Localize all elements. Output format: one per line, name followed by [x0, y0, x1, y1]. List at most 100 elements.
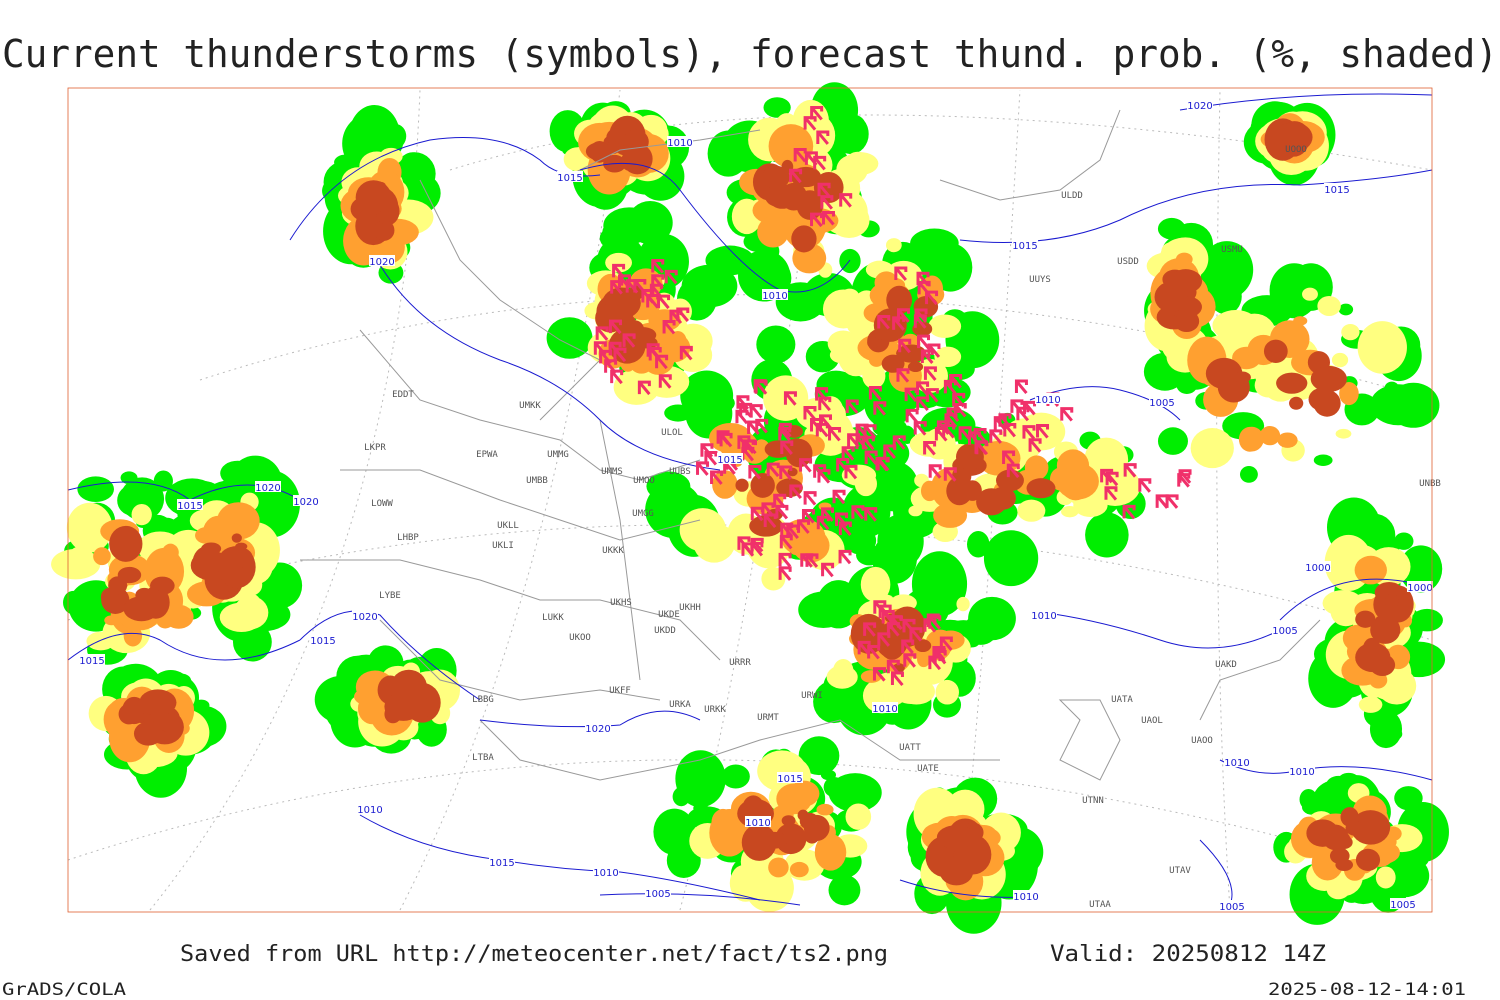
shade-cell [1263, 339, 1288, 364]
storm-symbol [1022, 425, 1036, 440]
storm-symbol [886, 622, 900, 637]
station-label: ULDD [1061, 191, 1083, 201]
shade-cell [627, 201, 673, 245]
isobar-label: 1010 [872, 704, 897, 715]
isobar-label-bg [717, 453, 743, 464]
storm-symbol [828, 426, 842, 442]
storm-symbol [778, 566, 792, 581]
isobar-label-bg [177, 499, 203, 510]
station-label: LTBA [472, 753, 494, 763]
shade-cell [1270, 132, 1302, 159]
isobar-label: 1005 [645, 889, 670, 900]
shade-cell [742, 795, 765, 820]
station-label: UMOO [633, 476, 655, 486]
storm-symbol [617, 274, 631, 289]
shade-cell [907, 361, 924, 373]
storm-symbol [868, 386, 882, 401]
storm-symbol [816, 130, 830, 145]
isobar-label-bg [357, 803, 383, 814]
shade-cell [862, 363, 886, 389]
storm-symbol [1178, 469, 1192, 484]
map-frame [67, 87, 1433, 913]
isobar-label: 1005 [1272, 626, 1297, 637]
isobar-label-bg [1187, 99, 1213, 110]
shade-cell [1026, 478, 1056, 499]
shade-cell [768, 857, 789, 878]
shade-cell [1339, 381, 1359, 406]
isobar-label-bg [369, 255, 395, 266]
storm-symbol [820, 195, 834, 210]
shade-cell [989, 486, 1016, 510]
isobar-label-bg [79, 654, 105, 665]
storm-symbol [886, 659, 900, 675]
shade-cell [201, 542, 222, 555]
station-label: UOOO [1285, 145, 1307, 155]
shade-cell [378, 209, 391, 224]
storm-symbol [928, 615, 942, 630]
shade-cell [789, 861, 809, 878]
storm-symbol [780, 440, 794, 455]
shade-cell [757, 216, 789, 248]
shade-cell [845, 803, 872, 830]
storm-symbol [925, 388, 939, 403]
station-label: UMGG [632, 509, 654, 519]
shade-cell [681, 264, 738, 308]
isobar-label-bg [762, 289, 788, 300]
storm-symbol [863, 424, 877, 439]
isobar-label: 1010 [667, 138, 692, 149]
storm-symbol [716, 430, 730, 445]
shade-cell [963, 614, 998, 645]
storm-symbol [896, 368, 910, 383]
shade-cell [1355, 610, 1376, 628]
isobar [299, 610, 481, 701]
shade-cell [1259, 426, 1281, 446]
border [599, 419, 641, 681]
shade-cell [711, 808, 735, 836]
shade-cell [1335, 428, 1352, 439]
station-label: URKA [669, 700, 691, 710]
storm-symbol [894, 266, 908, 281]
station-label: EPWA [476, 450, 498, 460]
storm-symbol [613, 347, 627, 363]
station-label: LKPR [364, 443, 386, 453]
station-label: UAOO [1191, 736, 1213, 746]
storm-symbol [903, 653, 917, 668]
station-label: UAKD [1215, 660, 1237, 670]
shade-cell [798, 591, 849, 628]
storm-symbol [883, 444, 897, 459]
storm-symbol [753, 379, 767, 394]
shade-cell [872, 417, 907, 438]
storm-symbol [810, 417, 824, 433]
shade-cell [1190, 428, 1234, 469]
isobar-label: 1015 [177, 501, 202, 512]
isobar-label-bg [1407, 581, 1433, 592]
isobar [379, 264, 721, 471]
shade-cell [1357, 321, 1407, 374]
storm-symbol [928, 464, 942, 479]
shade-cell [867, 337, 880, 349]
shade-cell [886, 285, 913, 315]
shade-cell [1154, 281, 1188, 313]
storm-symbol [932, 647, 946, 663]
border [300, 559, 721, 661]
storm-symbol [818, 396, 832, 412]
shade-cell [1306, 819, 1339, 847]
border [359, 329, 701, 481]
shade-cell [373, 219, 395, 241]
shade-cell [120, 477, 165, 521]
storm-symbol [595, 326, 609, 341]
station-label: LUKK [542, 613, 564, 623]
storm-symbol [923, 366, 937, 381]
isobar-label: 1015 [717, 455, 742, 466]
storm-symbol [844, 464, 858, 480]
storm-symbol [864, 450, 878, 465]
border [379, 619, 661, 701]
station-label: UUYS [1029, 275, 1051, 285]
station-label: UMMS [601, 467, 623, 477]
shade-cell [935, 679, 959, 705]
isobar [959, 169, 1433, 243]
storm-symbol [892, 435, 906, 450]
storm-symbol [943, 467, 957, 482]
shade-cell [1369, 709, 1403, 749]
storm-symbol [704, 451, 718, 466]
